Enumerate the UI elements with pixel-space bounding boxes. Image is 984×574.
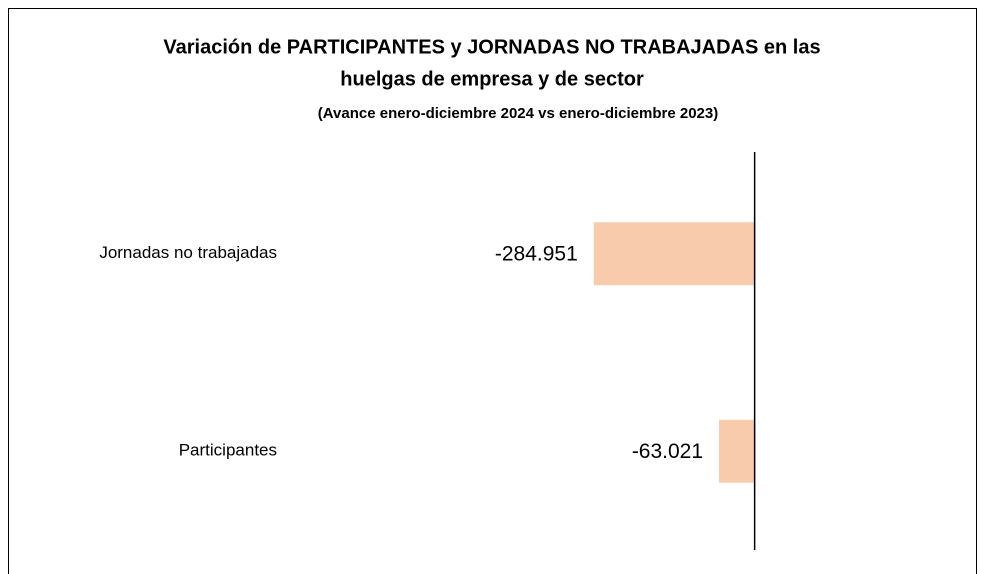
chart-title: Variación de PARTICIPANTES y JORNADAS NO… — [163, 36, 820, 58]
value-label: -63.021 — [632, 440, 703, 463]
category-label: Participantes — [179, 441, 277, 460]
category-label: Jornadas no trabajadas — [99, 243, 277, 262]
bar — [719, 419, 755, 483]
value-label: -284.951 — [495, 242, 578, 265]
chart-frame — [8, 8, 977, 574]
chart-subtitle: (Avance enero-diciembre 2024 vs enero-di… — [318, 105, 718, 122]
chart-title: huelgas de empresa y de sector — [340, 68, 644, 90]
bar — [593, 222, 755, 286]
